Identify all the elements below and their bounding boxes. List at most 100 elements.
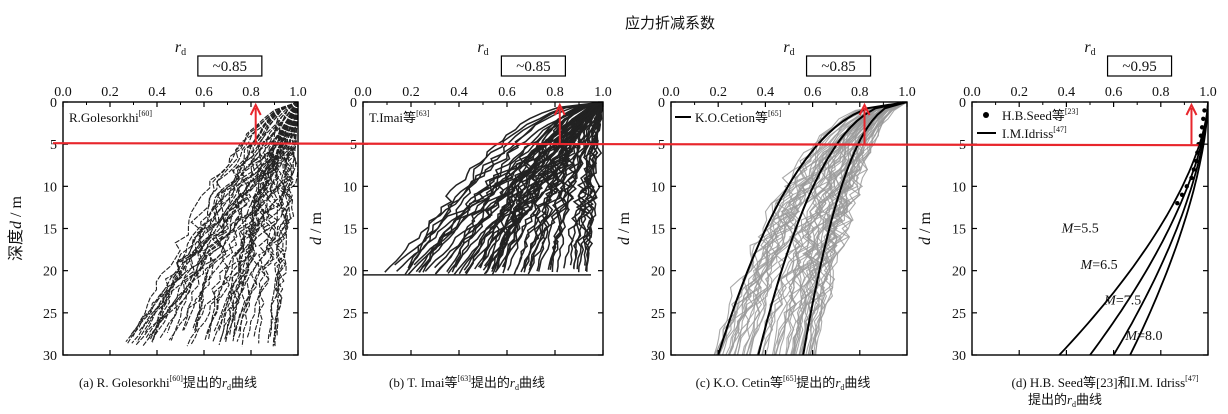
x-tick-label: 0.2: [1010, 85, 1028, 100]
x-tick-label: 0.6: [195, 85, 213, 100]
seed-data-point: [1202, 108, 1207, 113]
panel-caption-line2: 提出的rd曲线: [1028, 392, 1102, 409]
rd-curve: [132, 102, 298, 337]
rd-curve: [275, 102, 298, 336]
rd-curve: [577, 102, 603, 273]
rd-curve: [218, 102, 298, 346]
x-tick-label: 0.2: [101, 85, 119, 100]
y-tick-label: 15: [43, 223, 57, 238]
magnitude-curve: [1089, 102, 1208, 355]
rd-curve: [148, 102, 298, 337]
y-tick-label: 10: [43, 180, 57, 195]
annotation-box: [805, 55, 872, 77]
highlight-arrow-head: [858, 102, 871, 116]
annotation-value: ~0.85: [516, 59, 550, 75]
x-tick-label: 1.0: [898, 85, 916, 100]
seed-data-point: [1198, 133, 1204, 138]
x-tick-label: 0.8: [1152, 85, 1170, 100]
x-tick-label: 0.4: [450, 85, 468, 100]
seed-data-point: [1194, 158, 1199, 164]
y-tick-label: 30: [651, 349, 665, 364]
panel-caption: (a) R. Golesorkhi[60]提出的rd曲线: [79, 374, 257, 392]
annotation-box: [197, 55, 263, 77]
seed-data-point: [1189, 175, 1194, 181]
rd-curve: [151, 102, 298, 343]
rd-curve: [238, 102, 298, 332]
legend-entry: T.Imai等[63]: [369, 109, 430, 125]
y-axis-label: d / m: [917, 212, 934, 245]
rd-curve: [136, 102, 298, 343]
rd-curve: [131, 102, 298, 344]
y-tick-label: 15: [651, 223, 665, 238]
seed-data-point: [1201, 116, 1206, 122]
legend-entry: K.O.Cetion等[65]: [695, 109, 782, 125]
x-tick-label: 0.0: [354, 85, 372, 100]
seed-data-point: [1199, 125, 1205, 130]
curves-c: [713, 102, 907, 355]
annotation-value: ~0.85: [821, 59, 855, 75]
y-tick-label: 15: [952, 223, 966, 238]
rd-curve: [182, 102, 298, 331]
y-axis-label: d / m: [616, 212, 633, 245]
y-tick-label: 25: [952, 307, 966, 322]
y-tick-label: 20: [343, 265, 357, 280]
legend-entry: R.Golesorkhi[60]: [69, 109, 152, 125]
rd-curve: [212, 102, 298, 342]
x-tick-label: 0.6: [498, 85, 516, 100]
annotation-value: ~0.95: [1122, 59, 1156, 75]
chart-panel-c: 0.0 0.2 0.4 0.6 0.8 1.0 0 5 10 15 20 25 30 rd d / m ~0.…: [616, 39, 916, 392]
y-tick-label: 10: [651, 180, 665, 195]
rd-curve: [246, 102, 298, 338]
x-tick-label: 0.6: [804, 85, 822, 100]
y-tick-label: 25: [651, 307, 665, 322]
panel-caption: (c) K.O. Cetin等[65]提出的rd曲线: [696, 374, 871, 392]
series-label: M=6.5: [1080, 258, 1118, 273]
rd-curve: [465, 102, 603, 276]
figure-title: 应力折减系数: [625, 14, 715, 32]
panel-caption: (b) T. Imai等[63]提出的rd曲线: [389, 374, 545, 392]
y-tick-label: 20: [43, 265, 57, 280]
x-tick-label: 0.8: [242, 85, 260, 100]
x-tick-label: 1.0: [289, 85, 307, 100]
highlight-arrow-head: [553, 102, 566, 116]
y-tick-label: 0: [350, 96, 357, 111]
rd-curve: [151, 102, 298, 343]
highlight-arrow-head: [1185, 102, 1198, 116]
y-tick-label: 30: [43, 349, 57, 364]
seed-data-point: [1191, 167, 1197, 172]
y-tick-label: 25: [43, 307, 57, 322]
rd-curve: [551, 102, 603, 273]
annotation-value: ~0.85: [213, 59, 247, 75]
x-axis-label: rd: [175, 39, 186, 58]
rd-curve: [207, 102, 298, 340]
y-tick-label: 15: [343, 223, 357, 238]
y-axis-label: 深度d / m: [7, 195, 25, 260]
rd-curve: [218, 102, 298, 331]
x-tick-label: 0.8: [851, 85, 869, 100]
rd-curve: [556, 102, 603, 273]
y-tick-label: 0: [959, 96, 966, 111]
rd-curve: [418, 102, 603, 273]
rd-curve: [258, 102, 298, 344]
seed-data-point: [1195, 150, 1200, 155]
chart-panel-b: 0.0 0.2 0.4 0.6 0.8 1.0 0 5 10 15 20 25 30 rd d / m ~0.…: [308, 39, 612, 392]
y-tick-label: 30: [343, 349, 357, 364]
y-tick-label: 0: [50, 96, 57, 111]
y-tick-label: 20: [952, 265, 966, 280]
legend-entry: H.B.Seed等[23]: [1002, 107, 1079, 123]
y-tick-label: 5: [350, 138, 357, 153]
y-tick-label: 10: [343, 180, 357, 195]
curves-b: [363, 102, 603, 276]
rd-curve: [446, 102, 603, 273]
series-label: M=7.5: [1103, 293, 1141, 308]
rd-curve: [206, 102, 298, 336]
rd-curve: [458, 102, 603, 275]
x-axis-label: rd: [783, 39, 794, 58]
magnitude-curve: [1112, 102, 1208, 355]
x-tick-label: 0.0: [662, 85, 680, 100]
series-label: M=5.5: [1061, 222, 1099, 237]
x-axis-label: rd: [1084, 39, 1095, 58]
y-axis-label: d / m: [308, 212, 325, 245]
threshold-line-layer: [52, 142, 1199, 147]
highlight-arrow-head: [249, 102, 262, 116]
